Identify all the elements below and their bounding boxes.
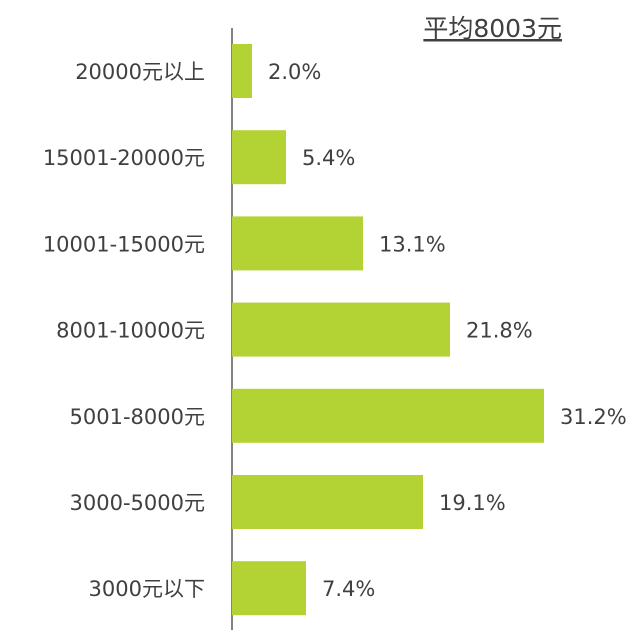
value-label: 5.4% (302, 146, 355, 170)
category-label: 3000元以下 (89, 577, 205, 601)
bar (232, 561, 306, 616)
category-label: 8001-10000元 (56, 319, 205, 343)
bar (232, 216, 363, 271)
chart-title: 平均8003元 (423, 14, 562, 43)
category-label: 5001-8000元 (70, 405, 205, 429)
category-label: 10001-15000元 (43, 232, 205, 256)
bar (232, 475, 423, 529)
bar (232, 130, 286, 185)
value-label: 7.4% (322, 577, 375, 601)
value-label: 2.0% (268, 60, 321, 84)
category-label: 20000元以上 (75, 60, 205, 84)
category-label: 3000-5000元 (70, 491, 205, 515)
category-label: 15001-20000元 (43, 146, 205, 170)
value-label: 21.8% (466, 319, 533, 343)
bar (232, 302, 450, 357)
bar (232, 44, 252, 98)
value-label: 13.1% (379, 232, 446, 256)
value-label: 31.2% (560, 405, 627, 429)
value-label: 19.1% (439, 491, 506, 515)
bar (232, 388, 544, 443)
